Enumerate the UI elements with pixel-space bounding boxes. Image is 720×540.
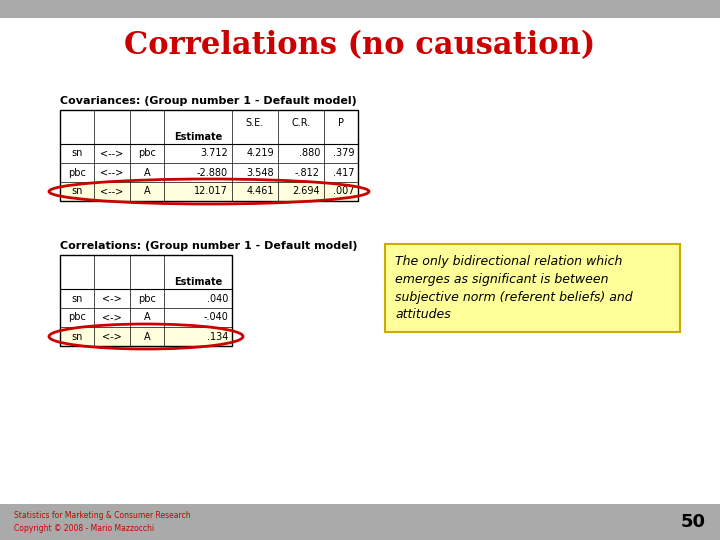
Text: sn: sn (71, 186, 83, 197)
Text: <->: <-> (102, 313, 122, 322)
Bar (60, 110, 358, 201)
Text: .417: .417 (333, 167, 354, 178)
Text: sn: sn (71, 148, 83, 159)
Text: C.R.: C.R. (292, 118, 310, 128)
Text: A: A (144, 167, 150, 178)
Text: 3.712: 3.712 (200, 148, 228, 159)
Text: Correlations (no causation): Correlations (no causation) (125, 30, 595, 61)
Text: <-->: <--> (100, 148, 124, 159)
Text: Statistics for Marketing & Consumer Research
Copyright © 2008 - Mario Mazzocchi: Statistics for Marketing & Consumer Rese… (14, 511, 191, 533)
Bar (0, 0, 720, 18)
Text: A: A (144, 186, 150, 197)
Text: Estimate: Estimate (174, 132, 222, 142)
Text: 12.017: 12.017 (194, 186, 228, 197)
Text: pbc: pbc (138, 294, 156, 303)
Text: A: A (144, 313, 150, 322)
Text: .040: .040 (207, 294, 228, 303)
Text: <-->: <--> (100, 167, 124, 178)
Bar (60, 327, 232, 346)
Text: .880: .880 (299, 148, 320, 159)
Text: sn: sn (71, 294, 83, 303)
Text: Correlations: (Group number 1 - Default model): Correlations: (Group number 1 - Default … (60, 241, 358, 251)
Text: 3.548: 3.548 (246, 167, 274, 178)
Text: The only bidirectional relation which
emerges as significant is between
subjecti: The only bidirectional relation which em… (395, 254, 633, 321)
Text: sn: sn (71, 332, 83, 341)
Text: pbc: pbc (68, 167, 86, 178)
Bar (0, 522, 720, 540)
Text: -.040: -.040 (203, 313, 228, 322)
Text: <-->: <--> (100, 186, 124, 197)
Text: <->: <-> (102, 294, 122, 303)
Text: A: A (144, 332, 150, 341)
Text: Covariances: (Group number 1 - Default model): Covariances: (Group number 1 - Default m… (60, 96, 356, 106)
Text: .379: .379 (333, 148, 354, 159)
Bar (60, 255, 232, 346)
Bar (60, 110, 358, 201)
Text: -.812: -.812 (295, 167, 320, 178)
Text: -2.880: -2.880 (197, 167, 228, 178)
Text: pbc: pbc (68, 313, 86, 322)
Text: Estimate: Estimate (174, 277, 222, 287)
Bar (0, 504, 720, 540)
Text: .007: .007 (333, 186, 354, 197)
Bar (60, 255, 232, 346)
Text: 2.694: 2.694 (292, 186, 320, 197)
Text: 50: 50 (681, 513, 706, 531)
Text: 4.219: 4.219 (246, 148, 274, 159)
Text: <->: <-> (102, 332, 122, 341)
Text: 4.461: 4.461 (246, 186, 274, 197)
Text: .134: .134 (207, 332, 228, 341)
FancyBboxPatch shape (385, 244, 680, 332)
Text: S.E.: S.E. (246, 118, 264, 128)
Text: pbc: pbc (138, 148, 156, 159)
Bar (60, 182, 358, 201)
Text: P: P (338, 118, 344, 128)
